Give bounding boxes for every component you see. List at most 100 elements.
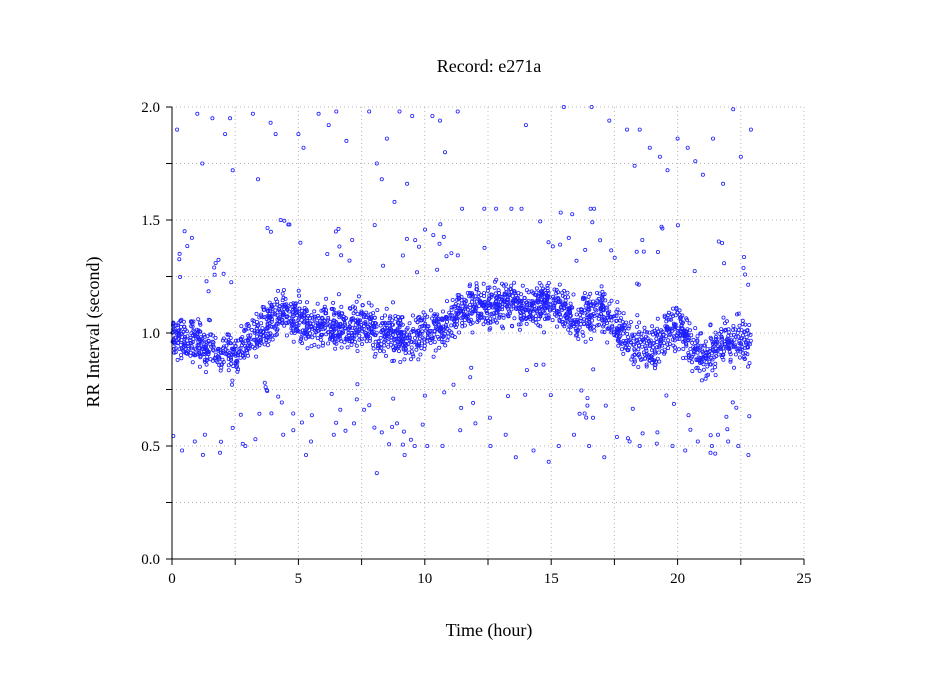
data-point [600, 289, 605, 294]
data-point [692, 346, 697, 351]
data-point [387, 442, 392, 447]
data-point [325, 330, 330, 335]
data-point [231, 364, 236, 369]
data-point [709, 336, 714, 341]
data-point [691, 337, 696, 342]
data-point [681, 320, 686, 325]
data-point [240, 441, 245, 446]
data-point [512, 280, 517, 285]
data-point [440, 318, 445, 323]
data-point [176, 337, 181, 342]
x-tick-label: 10 [417, 571, 432, 587]
data-point [487, 285, 492, 290]
data-point [264, 328, 269, 333]
data-point [595, 290, 600, 295]
data-point [364, 333, 369, 338]
data-point [215, 347, 220, 352]
data-point [344, 338, 349, 343]
data-point [617, 323, 622, 328]
data-point [294, 328, 299, 333]
data-point [378, 335, 383, 340]
data-point [495, 308, 500, 313]
data-point [519, 298, 524, 303]
data-point [408, 357, 413, 362]
data-point [428, 340, 433, 345]
data-point [182, 350, 187, 355]
data-point [616, 343, 621, 348]
data-point [449, 251, 454, 256]
data-point [546, 313, 551, 318]
data-point [224, 343, 229, 348]
data-point [742, 254, 747, 259]
data-point [429, 336, 434, 341]
data-point [488, 320, 493, 325]
data-point [639, 335, 644, 340]
y-tick-label: 1.0 [141, 326, 160, 342]
data-point [544, 293, 549, 298]
data-point [291, 301, 296, 306]
data-point [545, 283, 550, 288]
data-point [324, 311, 329, 316]
data-point [578, 322, 583, 327]
data-point [650, 324, 655, 329]
data-point [258, 333, 263, 338]
data-point [710, 357, 715, 362]
data-point [505, 312, 510, 317]
data-point [206, 349, 211, 354]
data-point-outlier [334, 109, 339, 114]
data-point [599, 284, 604, 289]
data-point [716, 239, 721, 244]
data-point [747, 322, 752, 327]
data-point [435, 334, 440, 339]
data-point [580, 330, 585, 335]
data-point [731, 327, 736, 332]
data-point [716, 344, 721, 349]
data-point [708, 362, 713, 367]
data-point-outlier [425, 443, 430, 448]
data-point [198, 339, 203, 344]
data-point [579, 388, 584, 393]
data-point [707, 359, 712, 364]
data-point [350, 237, 355, 242]
data-point [676, 326, 681, 331]
data-point [455, 253, 460, 258]
data-point [306, 327, 311, 332]
data-point [482, 299, 487, 304]
data-point [441, 334, 446, 339]
data-point [265, 225, 270, 230]
data-point [695, 334, 700, 339]
data-point [674, 305, 679, 310]
data-point-outlier [430, 114, 435, 119]
data-point [743, 351, 748, 356]
data-point-outlier [291, 428, 296, 433]
data-point [607, 301, 612, 306]
data-point [582, 317, 587, 322]
data-point [664, 328, 669, 333]
data-point [432, 332, 437, 337]
data-point [523, 392, 528, 397]
data-point [316, 344, 321, 349]
data-point [276, 394, 281, 399]
data-point [241, 341, 246, 346]
data-point [742, 356, 747, 361]
data-point [743, 322, 748, 327]
data-point [552, 296, 557, 301]
data-point [442, 390, 447, 395]
data-point [662, 351, 667, 356]
data-point [339, 311, 344, 316]
data-point [570, 305, 575, 310]
data-point [501, 315, 506, 320]
data-point [538, 219, 543, 224]
data-point [390, 318, 395, 323]
data-point [275, 327, 280, 332]
data-point [552, 312, 557, 317]
data-point [246, 323, 251, 328]
data-point [480, 303, 485, 308]
data-point [695, 357, 700, 362]
data-point [334, 326, 339, 331]
data-point [540, 300, 545, 305]
data-point-outlier [655, 430, 660, 435]
data-point [303, 330, 308, 335]
data-point [494, 320, 499, 325]
data-point [452, 323, 457, 328]
